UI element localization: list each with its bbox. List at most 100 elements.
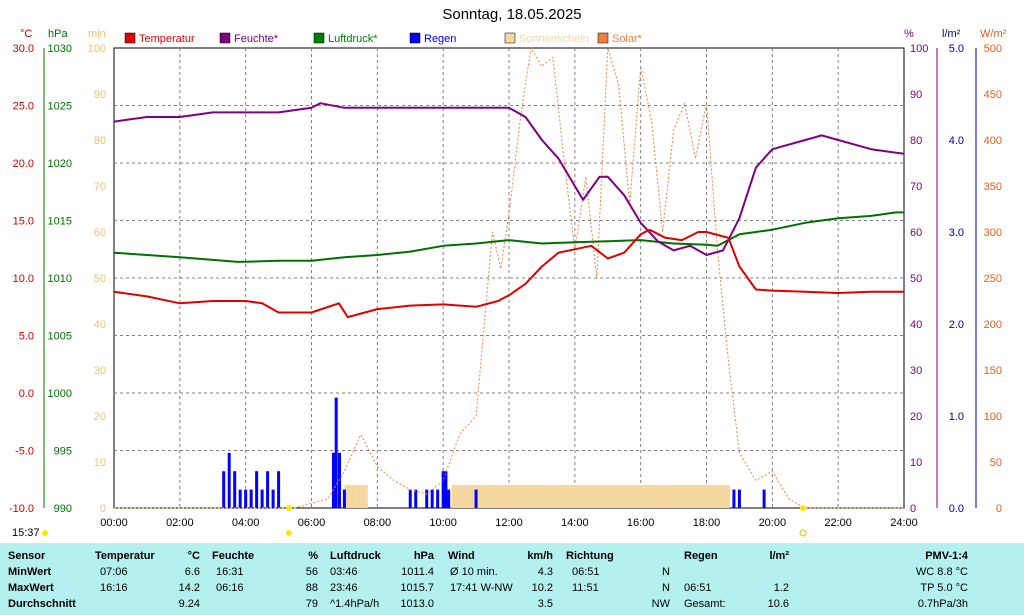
sunshine-bar <box>461 485 464 508</box>
sunshine-bar <box>472 485 475 508</box>
sunshine-bar <box>589 485 592 508</box>
sunshine-axis-unit: min <box>88 28 106 40</box>
pressure-tick-label: 1005 <box>48 331 72 343</box>
temp-tick-label: 30.0 <box>13 43 34 55</box>
legend-label: Regen <box>424 33 456 45</box>
rain-bar <box>260 489 264 508</box>
series-line-solar <box>114 47 904 509</box>
weather-chart: 30.025.020.015.010.05.00.0-5.0-10.010301… <box>9 28 1007 537</box>
sunshine-bar <box>504 485 507 508</box>
sunshine-bar <box>704 485 707 508</box>
legend-swatch <box>219 32 231 44</box>
pressure-tick-label: 1025 <box>48 101 72 113</box>
sunshine-tick-label: 0 <box>100 503 106 515</box>
sunshine-bar <box>466 485 469 508</box>
sunshine-bar <box>464 485 467 508</box>
sunshine-bar <box>703 485 706 508</box>
rain-bar <box>331 452 335 508</box>
sunshine-bar <box>629 485 632 508</box>
sunshine-bar <box>535 485 538 508</box>
rain-bar <box>227 452 231 508</box>
stats-cell-f-time: 06:16 <box>216 582 244 594</box>
sunshine-bar <box>349 485 352 508</box>
sunshine-bar <box>652 485 655 508</box>
sunshine-bar <box>630 485 633 508</box>
stats-cell-t-val: 14.2 <box>178 582 200 594</box>
sunshine-bar <box>716 485 719 508</box>
sunshine-tick-label: 60 <box>94 227 106 239</box>
temp-tick-label: 20.0 <box>13 158 34 170</box>
rain-bar <box>238 489 242 508</box>
series-line-temperatur <box>113 228 904 319</box>
humidity-tick-label: 10 <box>910 457 922 469</box>
rain-bar <box>277 471 281 508</box>
sunshine-bar <box>571 485 574 508</box>
sunshine-bar <box>564 485 567 508</box>
stats-cell-rain-val: 10.6 <box>767 598 789 610</box>
sunshine-bar <box>706 485 709 508</box>
sunshine-bar <box>601 485 604 508</box>
pressure-tick-label: 990 <box>54 503 72 515</box>
sunshine-bar <box>362 485 365 508</box>
sunshine-bar <box>518 485 521 508</box>
sunshine-bar <box>693 485 696 508</box>
stats-cell-pmv: WC 8.8 °C <box>915 566 968 578</box>
sunshine-bar <box>357 485 360 508</box>
sunshine-bar <box>494 485 497 508</box>
sunshine-bar <box>721 485 724 508</box>
sunshine-bar <box>676 485 679 508</box>
sunshine-bar <box>637 485 640 508</box>
sunshine-bar <box>632 485 635 508</box>
sunshine-bar <box>642 485 645 508</box>
stats-cell-f-val: 79 <box>305 598 318 610</box>
sunshine-bar <box>614 485 617 508</box>
sunshine-bar <box>528 485 531 508</box>
sunshine-bar <box>645 485 648 508</box>
stats-cell-p-val: 1011.4 <box>401 566 434 578</box>
humidity-tick-label: 20 <box>910 411 922 423</box>
sunshine-bar <box>563 485 566 508</box>
sunshine-bar <box>561 485 564 508</box>
sunshine-bar <box>451 485 454 508</box>
sunshine-tick-label: 90 <box>94 89 106 101</box>
sunshine-bar <box>467 485 470 508</box>
sunshine-bar <box>606 485 609 508</box>
rain-bar <box>408 489 412 508</box>
sunshine-bar <box>724 485 727 508</box>
humidity-tick-label: 60 <box>910 227 922 239</box>
sunshine-bar <box>727 485 730 508</box>
sunrise-marker <box>286 505 292 511</box>
series-line-luftdruck <box>113 211 904 263</box>
sunshine-bar <box>583 485 586 508</box>
rain-bar <box>266 471 270 508</box>
x-tick-label: 04:00 <box>232 517 260 529</box>
solar-tick-label: 100 <box>984 411 1002 423</box>
x-tick-label: 10:00 <box>429 517 457 529</box>
humidity-tick-label: 70 <box>910 181 922 193</box>
sunshine-bar <box>523 485 526 508</box>
sunshine-bar <box>530 485 533 508</box>
sunshine-bar <box>485 485 488 508</box>
sunset-marker-bottom <box>799 529 807 537</box>
humidity-tick-label: 40 <box>910 319 922 331</box>
rain-bar <box>737 489 741 508</box>
legend-swatch <box>597 32 609 44</box>
solar-tick-label: 50 <box>990 457 1002 469</box>
stats-cell-p-val: 1013.0 <box>400 598 434 610</box>
sunshine-tick-label: 70 <box>94 181 106 193</box>
sunshine-bar <box>502 485 505 508</box>
x-tick-label: 18:00 <box>693 517 721 529</box>
solar-tick-label: 200 <box>984 319 1002 331</box>
sunrise-marker-bottom <box>286 530 292 536</box>
sunshine-tick-label: 20 <box>94 411 106 423</box>
x-tick-label: 08:00 <box>364 517 392 529</box>
sunshine-bar <box>665 485 668 508</box>
temp-axis-unit: °C <box>20 28 32 40</box>
stats-cell-label: MinWert <box>8 566 52 578</box>
humidity-tick-label: 0 <box>910 503 916 515</box>
humidity-axis-unit: % <box>904 28 914 40</box>
sunshine-bar <box>607 485 610 508</box>
pressure-tick-label: 1010 <box>48 273 72 285</box>
solar-tick-label: 0 <box>996 503 1002 515</box>
stats-cell-r-time: 11:51 <box>572 582 599 594</box>
